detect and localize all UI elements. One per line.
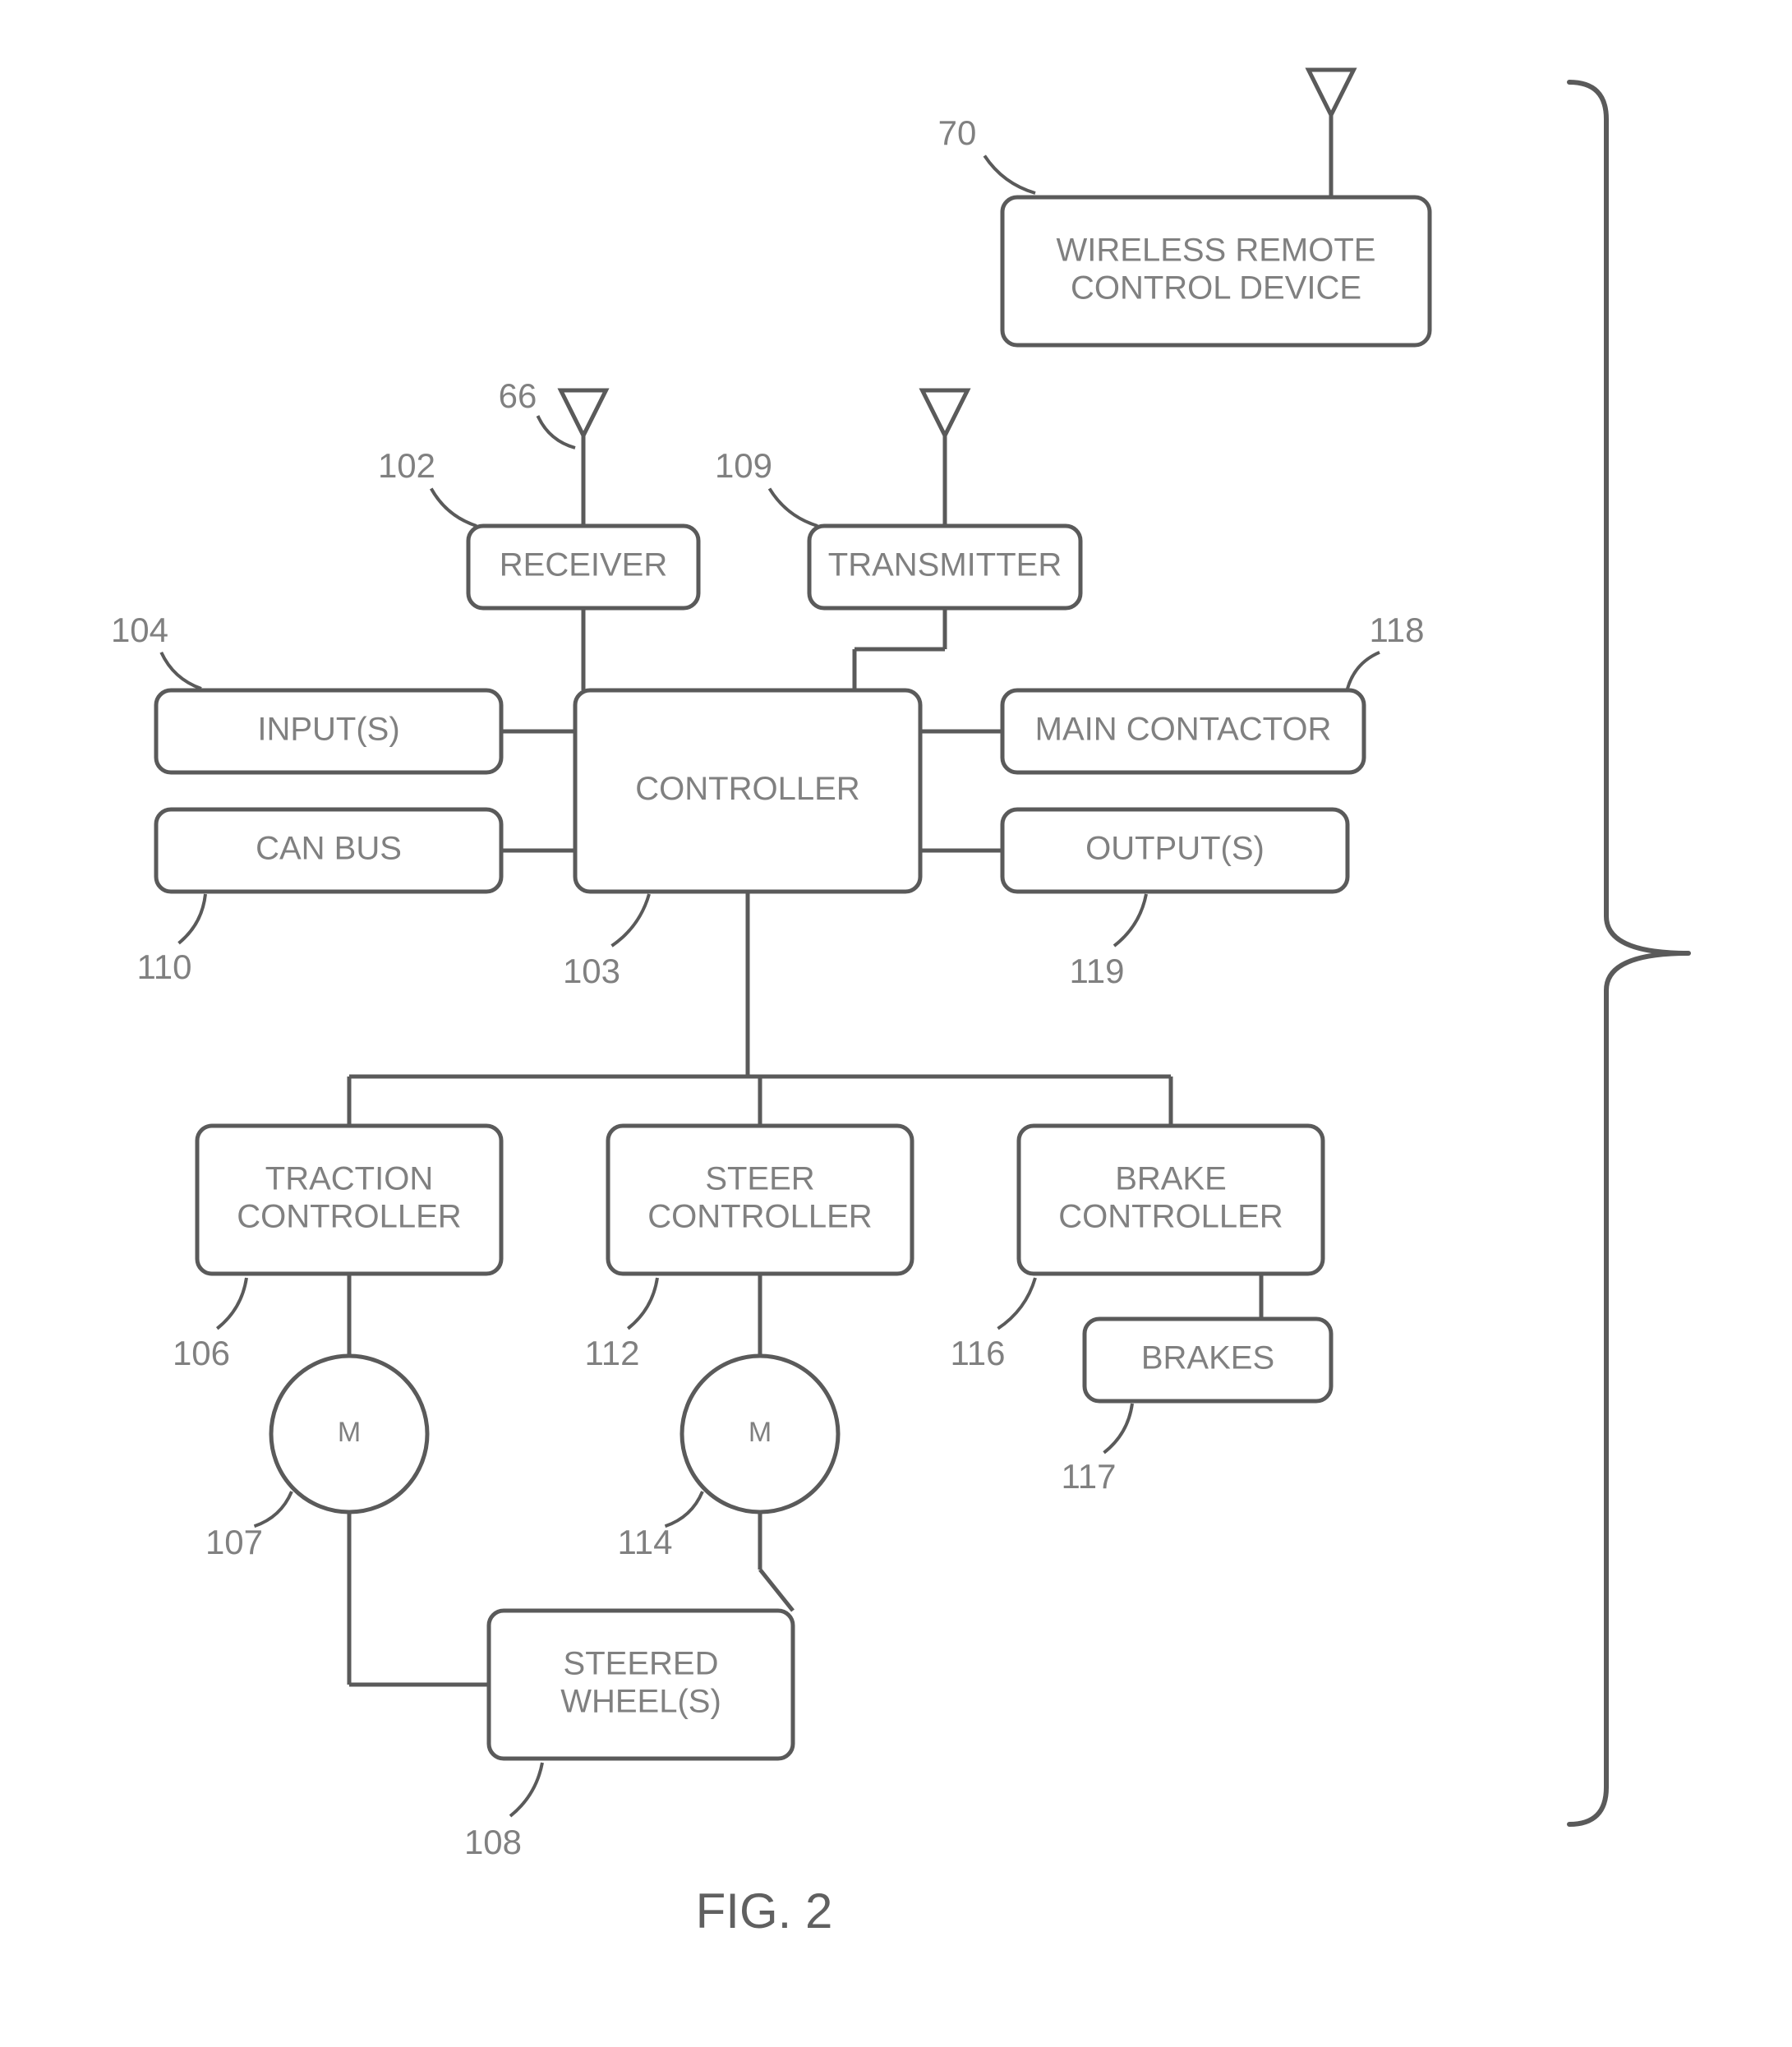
ref-106: 106 <box>173 1278 246 1372</box>
block-receiver: RECEIVER <box>468 526 698 608</box>
block-steeredwheels-label: STEERED <box>564 1646 719 1682</box>
ref-119-label: 119 <box>1070 952 1125 990</box>
block-canbus-label: CAN BUS <box>256 831 402 867</box>
motor-m2: M <box>682 1356 838 1512</box>
ref-103: 103 <box>563 894 649 990</box>
ref-110-label: 110 <box>137 947 192 986</box>
ref-116-label: 116 <box>951 1334 1006 1372</box>
ref-116: 116 <box>951 1278 1035 1372</box>
connector-line <box>760 1570 793 1611</box>
antenna-receiver <box>561 390 606 526</box>
block-transmitter: TRANSMITTER <box>809 526 1080 608</box>
ref-108-label: 108 <box>464 1823 522 1861</box>
block-outputs: OUTPUT(S) <box>1002 809 1347 892</box>
block-steer-label: STEER <box>705 1161 814 1197</box>
motor-m2-label: M <box>749 1417 772 1448</box>
ref-110: 110 <box>137 894 205 986</box>
ref-102: 102 <box>378 446 477 526</box>
ref-117-label: 117 <box>1062 1457 1117 1496</box>
ref-119: 119 <box>1070 894 1146 990</box>
ref-118-label: 118 <box>1370 611 1425 649</box>
block-outputs-label: OUTPUT(S) <box>1085 831 1265 867</box>
block-traction: TRACTIONCONTROLLER <box>197 1126 501 1274</box>
block-controller-label: CONTROLLER <box>635 771 859 807</box>
block-maincontactor-label: MAIN CONTACTOR <box>1035 712 1332 748</box>
ref-112-label: 112 <box>585 1334 640 1372</box>
block-steer-label: CONTROLLER <box>647 1199 872 1235</box>
ref-66: 66 <box>499 376 575 448</box>
block-brake-label: CONTROLLER <box>1058 1199 1283 1235</box>
antenna-transmitter <box>923 390 968 526</box>
block-remote-label: CONTROL DEVICE <box>1071 270 1361 307</box>
right-brace <box>1569 82 1688 1824</box>
ref-112: 112 <box>585 1278 657 1372</box>
ref-104-label: 104 <box>111 611 168 649</box>
block-transmitter-label: TRANSMITTER <box>828 547 1062 583</box>
ref-102-label: 102 <box>378 446 435 485</box>
ref-109: 109 <box>715 446 818 526</box>
block-controller: CONTROLLER <box>575 690 920 892</box>
ref-117: 117 <box>1062 1404 1132 1496</box>
ref-106-label: 106 <box>173 1334 230 1372</box>
motor-m1: M <box>271 1356 427 1512</box>
ref-114-label: 114 <box>618 1523 673 1561</box>
motor-m1-label: M <box>338 1417 361 1448</box>
ref-108: 108 <box>464 1763 542 1861</box>
ref-70-label: 70 <box>938 113 977 152</box>
block-brakes-label: BRAKES <box>1141 1340 1274 1376</box>
figure-label: FIG. 2 <box>696 1883 833 1939</box>
ref-70: 70 <box>938 113 1035 193</box>
block-remote-label: WIRELESS REMOTE <box>1057 233 1376 269</box>
ref-107: 107 <box>205 1491 292 1561</box>
block-traction-label: TRACTION <box>265 1161 433 1197</box>
block-inputs: INPUT(S) <box>156 690 501 772</box>
ref-114: 114 <box>618 1491 703 1561</box>
block-brake: BRAKECONTROLLER <box>1019 1126 1323 1274</box>
block-canbus: CAN BUS <box>156 809 501 892</box>
block-remote: WIRELESS REMOTECONTROL DEVICE <box>1002 197 1430 345</box>
block-steer: STEERCONTROLLER <box>608 1126 912 1274</box>
ref-104: 104 <box>111 611 201 689</box>
block-inputs-label: INPUT(S) <box>257 712 399 748</box>
ref-66-label: 66 <box>499 376 537 415</box>
block-brakes: BRAKES <box>1085 1319 1331 1401</box>
ref-118: 118 <box>1347 611 1424 689</box>
ref-107-label: 107 <box>205 1523 263 1561</box>
antenna-remote <box>1309 70 1354 197</box>
block-traction-label: CONTROLLER <box>237 1199 461 1235</box>
block-receiver-label: RECEIVER <box>500 547 668 583</box>
block-steeredwheels-label: WHEEL(S) <box>560 1684 721 1720</box>
block-steeredwheels: STEEREDWHEEL(S) <box>489 1611 793 1759</box>
block-maincontactor: MAIN CONTACTOR <box>1002 690 1364 772</box>
ref-103-label: 103 <box>563 952 620 990</box>
ref-109-label: 109 <box>715 446 772 485</box>
block-brake-label: BRAKE <box>1115 1161 1227 1197</box>
